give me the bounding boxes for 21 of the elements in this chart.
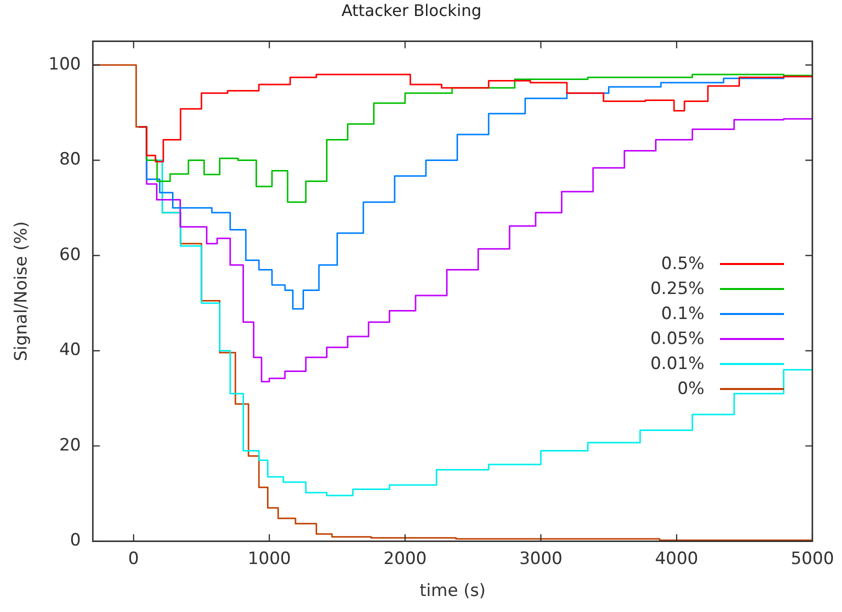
x-axis-title: time (s) <box>420 581 486 602</box>
legend-label: 0.01% <box>650 354 704 374</box>
y-tick-label: 60 <box>59 244 81 265</box>
legend-label: 0.5% <box>661 254 704 274</box>
x-tick-label: 2000 <box>383 548 427 569</box>
y-axis-title: Signal/Noise (%) <box>12 221 32 362</box>
y-tick-label: 40 <box>59 340 81 360</box>
x-tick-label: 1000 <box>248 548 291 569</box>
chart-title: Attacker Blocking <box>341 0 482 20</box>
y-tick-label: 80 <box>59 150 81 170</box>
legend-label: 0.25% <box>650 278 704 299</box>
legend-label: 0.05% <box>650 328 704 349</box>
x-tick-label: 5000 <box>790 548 834 569</box>
x-tick-label: 3000 <box>519 548 562 569</box>
x-tick-label: 4000 <box>654 548 698 569</box>
legend-label: 0.1% <box>661 304 704 324</box>
y-tick-label: 100 <box>48 54 81 74</box>
y-tick-label: 0 <box>70 530 81 551</box>
y-tick-label: 20 <box>59 435 81 456</box>
legend-label: 0% <box>677 378 704 399</box>
x-tick-label: 0 <box>128 548 139 569</box>
